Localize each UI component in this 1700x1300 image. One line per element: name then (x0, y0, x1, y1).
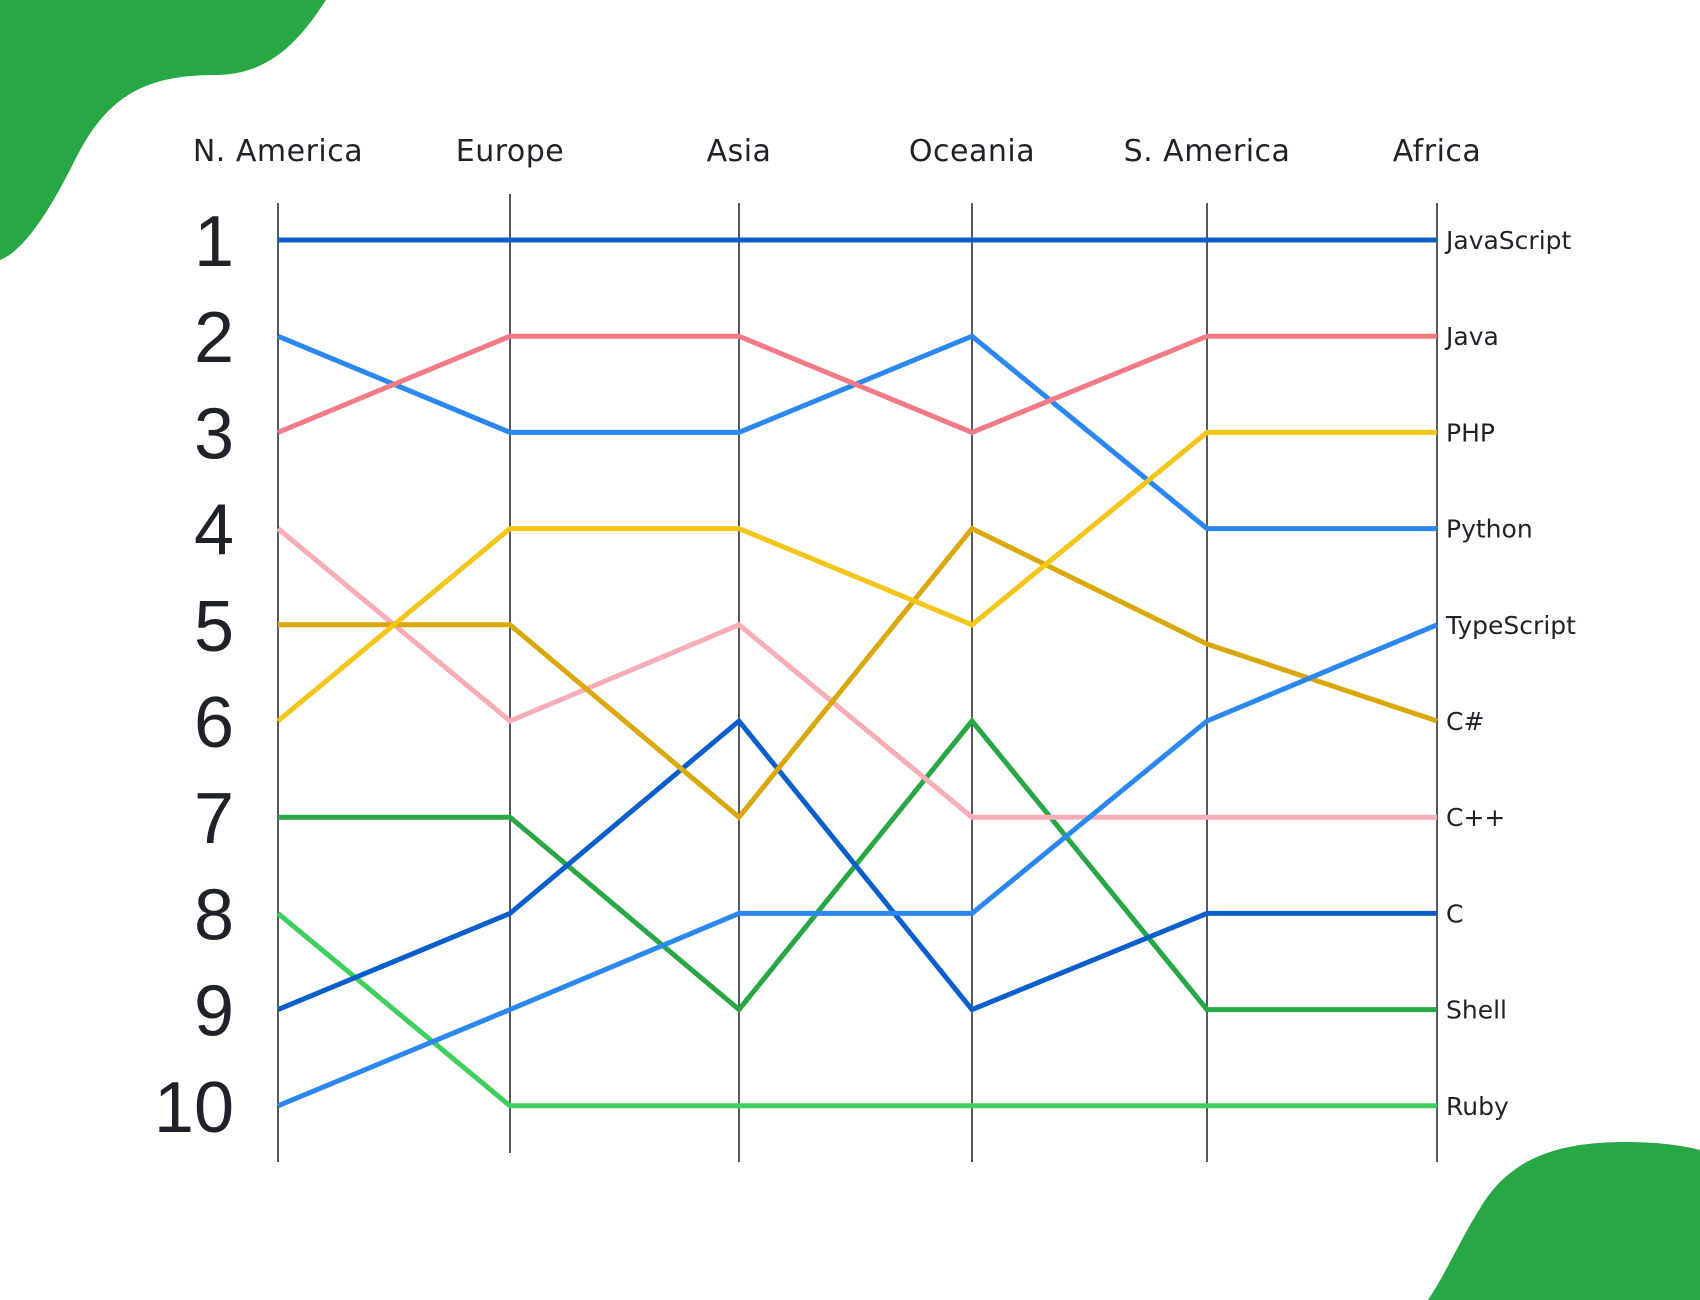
series-label: C# (1446, 707, 1484, 736)
region-label: Asia (707, 134, 772, 169)
rank-label: 10 (154, 1068, 234, 1148)
region-label: Europe (456, 134, 565, 169)
series-line (278, 525, 1438, 821)
region-axes (277, 194, 1438, 1162)
series-label: Java (1444, 322, 1499, 351)
language-labels: JavaScript Java PHP Python TypeScript C# C++ C S… (1444, 226, 1576, 1121)
rank-label: 5 (194, 587, 234, 667)
rank-labels: 1 2 3 4 5 6 7 8 9 10 (154, 202, 234, 1148)
series-line (276, 526, 1437, 820)
series-line (276, 429, 1437, 723)
series-label: PHP (1446, 418, 1495, 447)
series-label: JavaScript (1444, 226, 1572, 255)
rank-label: 8 (194, 875, 234, 955)
region-label: Africa (1393, 134, 1482, 169)
rank-label: 2 (194, 298, 234, 378)
region-label: N. America (193, 134, 363, 169)
series-label: TypeScript (1445, 611, 1576, 640)
series-line (277, 717, 1437, 1013)
series-line (277, 622, 1438, 1109)
series-label: Python (1446, 515, 1533, 544)
series-label: C (1446, 899, 1463, 928)
rank-label: 1 (194, 202, 234, 282)
rank-label: 9 (194, 972, 234, 1052)
rank-label: 7 (194, 779, 234, 859)
rank-label: 4 (194, 491, 234, 571)
series-lines (276, 237, 1438, 1109)
decorative-blob-bottom-right (1428, 1142, 1700, 1300)
series-label: C++ (1446, 803, 1505, 832)
decorative-blob-top-left (0, 0, 326, 260)
region-labels: N. America Europe Asia Oceania S. America Afr… (193, 134, 1481, 169)
series-line (276, 911, 1437, 1109)
region-label: Oceania (909, 134, 1035, 169)
rank-label: 3 (194, 394, 234, 474)
series-line (277, 333, 1437, 436)
rank-label: 6 (194, 683, 234, 763)
series-label: Shell (1446, 996, 1507, 1025)
region-label: S. America (1124, 134, 1291, 169)
series-label: Ruby (1446, 1092, 1509, 1121)
